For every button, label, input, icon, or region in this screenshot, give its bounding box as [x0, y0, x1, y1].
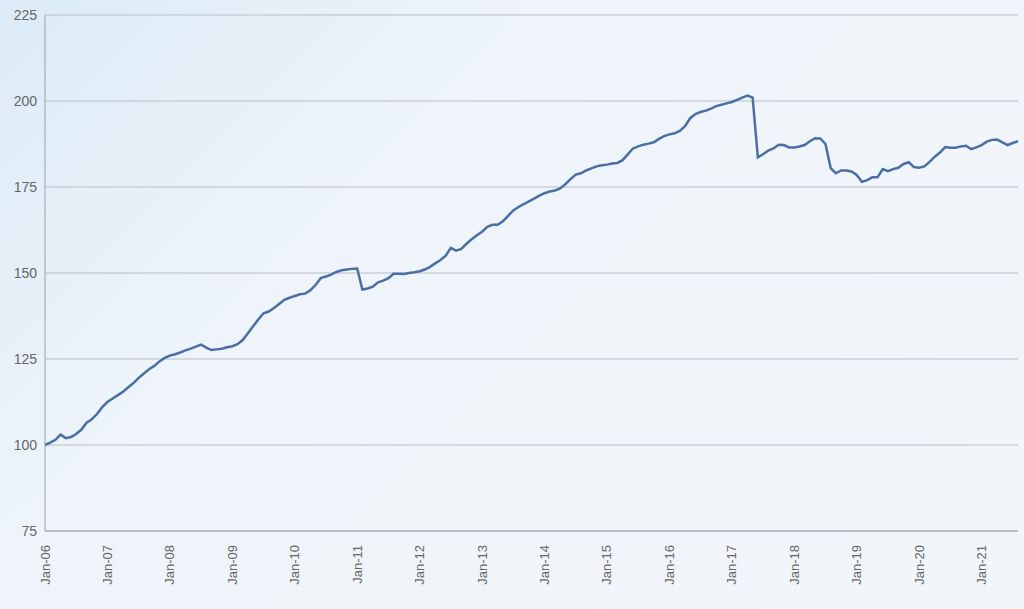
- svg-text:Jan-13: Jan-13: [475, 545, 490, 585]
- svg-text:Jan-07: Jan-07: [100, 545, 115, 585]
- svg-text:175: 175: [14, 179, 38, 195]
- svg-text:Jan-11: Jan-11: [350, 545, 365, 584]
- svg-text:150: 150: [14, 265, 38, 281]
- svg-text:100: 100: [14, 437, 38, 453]
- svg-text:Jan-17: Jan-17: [724, 545, 739, 585]
- svg-text:Jan-20: Jan-20: [912, 545, 927, 585]
- svg-text:75: 75: [21, 523, 37, 539]
- svg-text:225: 225: [14, 7, 38, 23]
- svg-text:125: 125: [14, 351, 38, 367]
- svg-text:Jan-15: Jan-15: [599, 545, 614, 585]
- svg-text:Jan-19: Jan-19: [849, 545, 864, 585]
- svg-text:Jan-12: Jan-12: [412, 545, 427, 585]
- svg-text:Jan-14: Jan-14: [537, 545, 552, 585]
- svg-text:Jan-21: Jan-21: [974, 545, 989, 585]
- svg-text:Jan-18: Jan-18: [787, 545, 802, 585]
- svg-text:Jan-06: Jan-06: [38, 545, 53, 585]
- svg-text:Jan-08: Jan-08: [162, 545, 177, 585]
- svg-text:Jan-09: Jan-09: [225, 545, 240, 585]
- svg-text:200: 200: [14, 93, 38, 109]
- svg-text:Jan-16: Jan-16: [662, 545, 677, 585]
- svg-text:Jan-10: Jan-10: [287, 545, 302, 585]
